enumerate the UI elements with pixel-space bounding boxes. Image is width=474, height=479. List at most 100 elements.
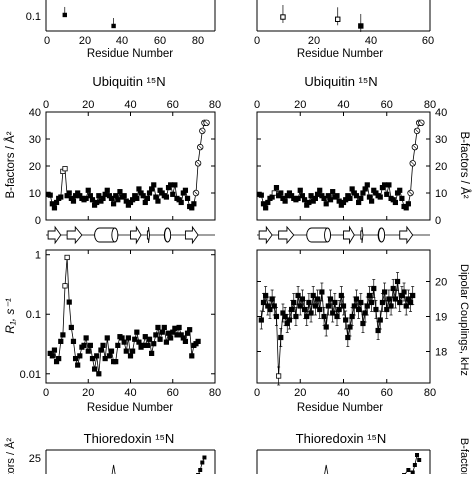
x-tick-label: 80 [209,387,221,399]
x-tick-label: 60 [422,35,434,47]
data-point [412,463,417,467]
data-point [182,187,189,193]
helix-end [164,227,172,243]
data-point [144,342,150,348]
data-point [172,182,178,188]
secondary-structure-right [257,225,430,245]
data-point [321,313,327,320]
data-point [399,195,405,201]
x-tick-label: 0 [43,99,49,111]
panel-title: Thioredoxin ¹⁵N [296,431,387,446]
data-point [170,191,176,197]
data-point [153,332,159,338]
data-point [115,342,121,348]
data-point [403,303,409,309]
data-point [312,303,318,309]
x-axis-label: Residue Number [87,48,173,60]
data-point [168,182,174,188]
data-point [123,348,129,354]
data-point [295,292,301,299]
data-point-cross [198,144,203,150]
data-point [151,182,157,188]
data-point [338,292,344,299]
y-tick-label: 0 [35,215,41,227]
data-point [182,338,189,344]
data-point [295,195,301,201]
data-point [336,306,342,313]
data-point [358,195,364,201]
x-tick-label: 20 [308,35,320,47]
series-line [260,281,414,377]
data-point [291,299,297,306]
data-point [165,330,172,336]
data-point [142,334,148,340]
y-tick-label: 20 [29,161,41,173]
x-tick-label: 20 [79,35,91,47]
data-point [325,303,331,309]
data-point [360,320,366,327]
strand-arrow [47,225,62,245]
data-point [62,166,68,172]
y-tick-label: 18 [435,347,447,359]
data-point [104,335,110,341]
y-tick-label: 20 [435,277,447,289]
y-tick-label: 0 [435,215,441,227]
data-point [371,285,377,292]
data-point [323,201,329,207]
data-point [388,303,394,309]
data-point [297,303,303,309]
x-tick-label: 20 [82,99,94,111]
data-point [366,292,373,299]
data-point [319,289,325,295]
data-point [195,338,201,344]
strand-arrow [399,225,414,245]
x-tick-label: 20 [294,387,306,399]
data-point [327,197,334,203]
data-point [356,306,362,313]
data-point [121,193,127,199]
data-point [163,194,170,200]
strand-arrow [146,226,150,244]
x-axis-label: Residue Number [297,402,383,414]
data-point [375,327,381,334]
data-point [306,199,312,206]
panel-r1: R₁, s⁻¹ Residue Number 0 20 40 60 80 0.01 0.1 1 [3,249,221,414]
x-tick-label: 0 [254,35,260,47]
data-point [157,336,163,342]
helix-end [111,227,119,243]
data-point [130,348,136,354]
data-point [392,199,399,206]
x-axis-label: Residue Number [297,48,383,60]
data-point [191,201,197,207]
data-point [68,324,74,331]
data-point [83,195,89,201]
data-point [189,353,195,359]
data-point [51,205,58,211]
data-point [115,197,121,203]
data-point [407,299,414,306]
data-point [330,310,336,316]
x-tick-label: 20 [294,99,306,111]
data-point-cross [195,161,201,166]
data-point [288,306,295,313]
data-point [308,193,314,199]
y-tick-label: 19 [435,312,447,324]
data-point [364,303,370,309]
x-tick-label: 0 [44,35,50,47]
data-point [187,327,193,333]
data-point [168,335,174,341]
x-tick-label: 60 [167,387,179,399]
x-tick-label: 40 [337,387,349,399]
panel-thioredoxin-left: B-factors / Å² 25 [4,438,216,479]
data-point [351,303,357,309]
data-point [353,296,360,302]
data-point [271,190,277,196]
data-point [343,317,349,323]
data-point [64,254,70,261]
x-tick-label: 80 [192,35,204,47]
strand-arrow [66,225,83,245]
data-point [51,347,58,353]
data-point [58,338,64,344]
data-point [85,187,91,193]
